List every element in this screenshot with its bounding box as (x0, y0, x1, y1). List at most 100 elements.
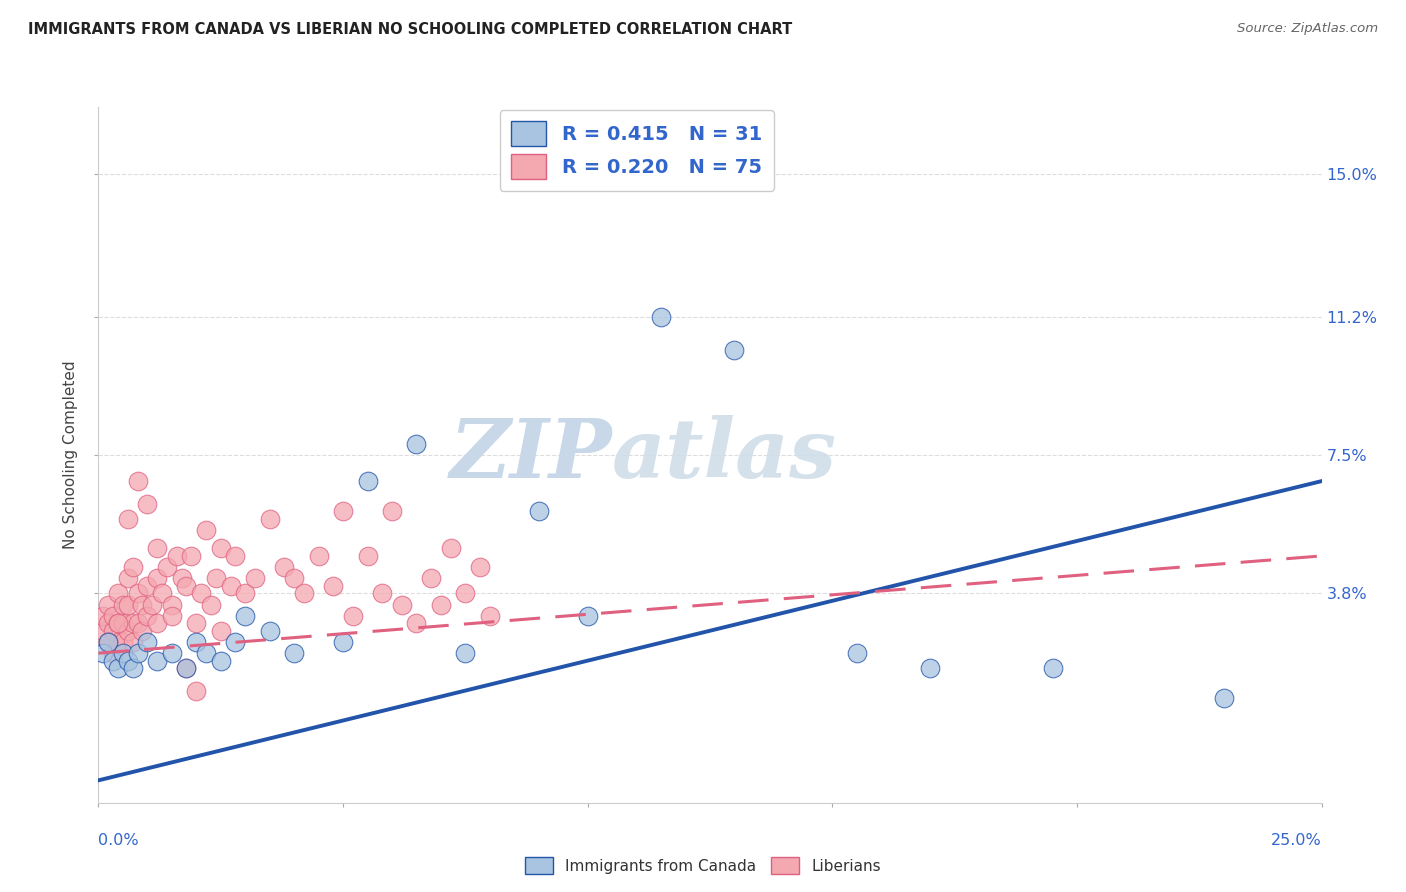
Point (391, 598, 413, 612)
Point (292, 586, 315, 600)
Point (136, 497, 159, 511)
Point (160, 608, 183, 623)
Point (186, 616, 208, 631)
Point (111, 598, 134, 612)
Point (97, 635, 120, 649)
Point (136, 608, 159, 623)
Point (405, 436, 427, 450)
Point (160, 598, 183, 612)
Point (322, 579, 344, 593)
Point (356, 474, 378, 488)
Point (107, 586, 129, 600)
Point (405, 616, 427, 631)
Point (176, 661, 198, 675)
Point (117, 571, 139, 585)
Point (283, 646, 305, 660)
Point (136, 635, 159, 649)
Point (131, 624, 153, 638)
Point (420, 571, 443, 585)
Point (146, 616, 169, 631)
Point (111, 635, 134, 649)
Point (107, 616, 129, 631)
Point (180, 549, 202, 563)
Point (440, 541, 463, 556)
Point (845, 646, 868, 660)
Point (224, 635, 246, 649)
Point (1212, 691, 1234, 706)
Point (141, 598, 163, 612)
Point (176, 579, 198, 593)
Point (111, 646, 134, 660)
Point (101, 624, 124, 638)
Legend: R = 0.415   N = 31, R = 0.220   N = 75: R = 0.415 N = 31, R = 0.220 N = 75 (499, 110, 773, 191)
Point (176, 661, 198, 675)
Point (209, 654, 232, 668)
Point (107, 616, 129, 631)
Y-axis label: No Schooling Completed: No Schooling Completed (63, 360, 79, 549)
Point (146, 654, 169, 668)
Point (117, 598, 139, 612)
Point (209, 624, 232, 638)
Point (233, 586, 256, 600)
Point (283, 571, 305, 585)
Point (186, 683, 208, 698)
Point (111, 616, 134, 631)
Point (127, 646, 149, 660)
Point (478, 608, 501, 623)
Point (97, 598, 120, 612)
Point (146, 571, 169, 585)
Point (468, 560, 491, 574)
Point (170, 571, 193, 585)
Point (195, 523, 218, 537)
Point (342, 608, 364, 623)
Text: 25.0%: 25.0% (1271, 833, 1322, 847)
Point (117, 654, 139, 668)
Point (205, 571, 228, 585)
Point (308, 549, 330, 563)
Point (136, 579, 159, 593)
Point (97, 635, 120, 649)
Point (381, 504, 404, 518)
Point (97, 616, 120, 631)
Point (224, 549, 246, 563)
Text: 0.0%: 0.0% (98, 833, 139, 847)
Point (117, 511, 139, 525)
Point (121, 635, 143, 649)
Point (332, 635, 354, 649)
Point (107, 635, 129, 649)
Point (127, 616, 149, 631)
Point (117, 624, 139, 638)
Point (243, 571, 266, 585)
Point (190, 586, 212, 600)
Point (101, 654, 124, 668)
Point (186, 635, 208, 649)
Point (273, 560, 295, 574)
Point (1042, 661, 1064, 675)
Point (200, 598, 222, 612)
Point (160, 646, 183, 660)
Point (356, 549, 378, 563)
Point (219, 579, 242, 593)
Point (454, 586, 477, 600)
Text: IMMIGRANTS FROM CANADA VS LIBERIAN NO SCHOOLING COMPLETED CORRELATION CHART: IMMIGRANTS FROM CANADA VS LIBERIAN NO SC… (28, 22, 793, 37)
Point (146, 541, 169, 556)
Point (121, 560, 143, 574)
Point (576, 608, 599, 623)
Point (195, 646, 218, 660)
Point (371, 586, 394, 600)
Point (454, 646, 477, 660)
Point (430, 598, 453, 612)
Point (101, 646, 124, 660)
Point (259, 624, 281, 638)
Point (920, 661, 942, 675)
Text: atlas: atlas (612, 415, 838, 495)
Point (233, 608, 256, 623)
Point (97, 635, 120, 649)
Point (723, 343, 745, 358)
Point (332, 504, 354, 518)
Point (91, 624, 114, 638)
Text: ZIP: ZIP (450, 415, 612, 495)
Point (121, 661, 143, 675)
Point (127, 474, 149, 488)
Point (527, 504, 550, 518)
